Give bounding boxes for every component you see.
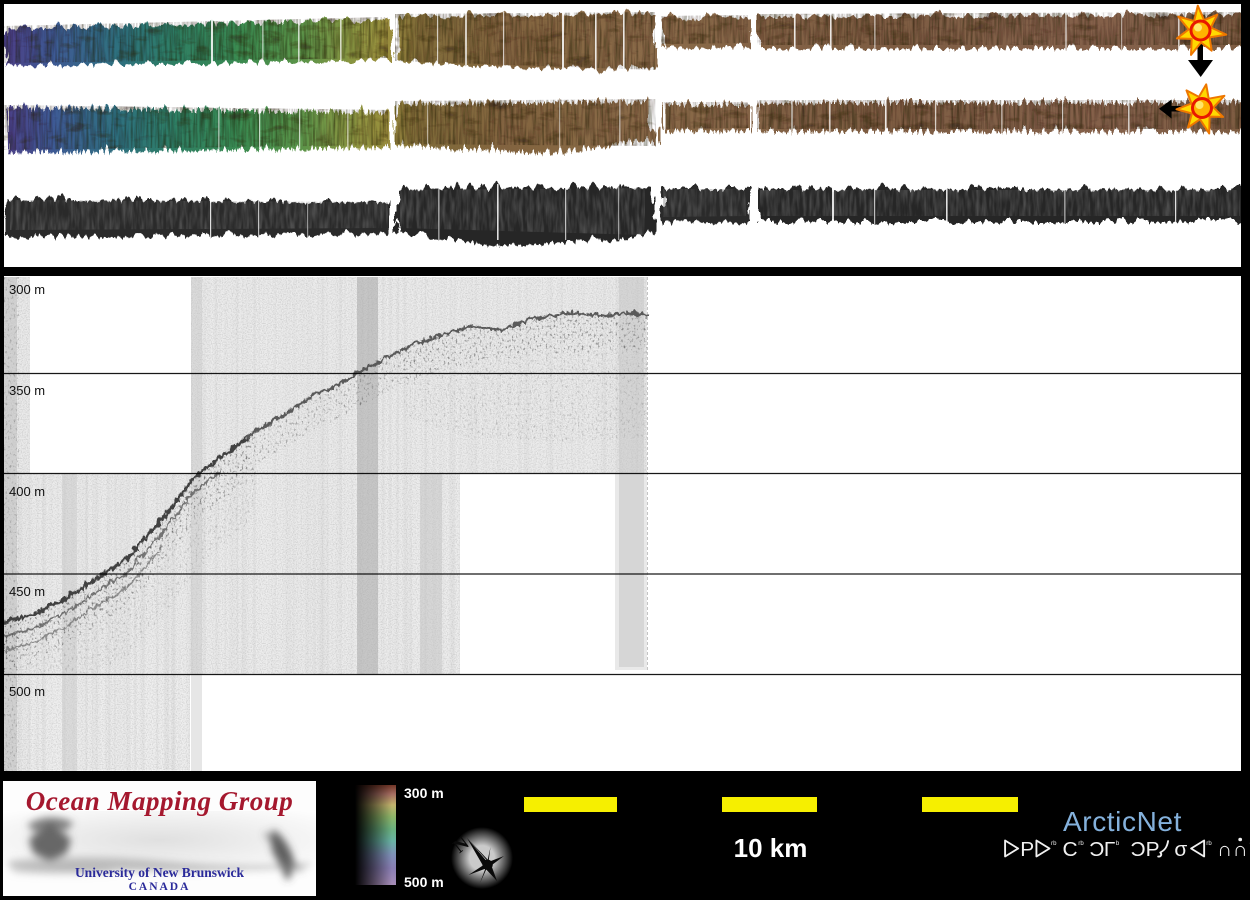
svg-text:Ɔ: Ɔ	[1130, 838, 1145, 860]
svg-text:P: P	[1020, 838, 1034, 860]
svg-text:∩: ∩	[1233, 838, 1248, 860]
svg-text:ᵇ: ᵇ	[1116, 839, 1120, 849]
svg-text:σ: σ	[1174, 838, 1187, 860]
svg-text:ʳᵇ: ʳᵇ	[1206, 839, 1212, 849]
svg-text:Γ: Γ	[1104, 838, 1116, 860]
svg-text:ʳᵇ: ʳᵇ	[1051, 839, 1057, 849]
svg-text:P: P	[1146, 838, 1160, 860]
svg-text:Ɔ: Ɔ	[1089, 838, 1104, 860]
svg-text:C: C	[1063, 838, 1078, 860]
svg-text:ʳᵇ: ʳᵇ	[1078, 839, 1084, 849]
svg-text:∩: ∩	[1217, 838, 1232, 860]
svg-text:N: N	[450, 832, 474, 857]
